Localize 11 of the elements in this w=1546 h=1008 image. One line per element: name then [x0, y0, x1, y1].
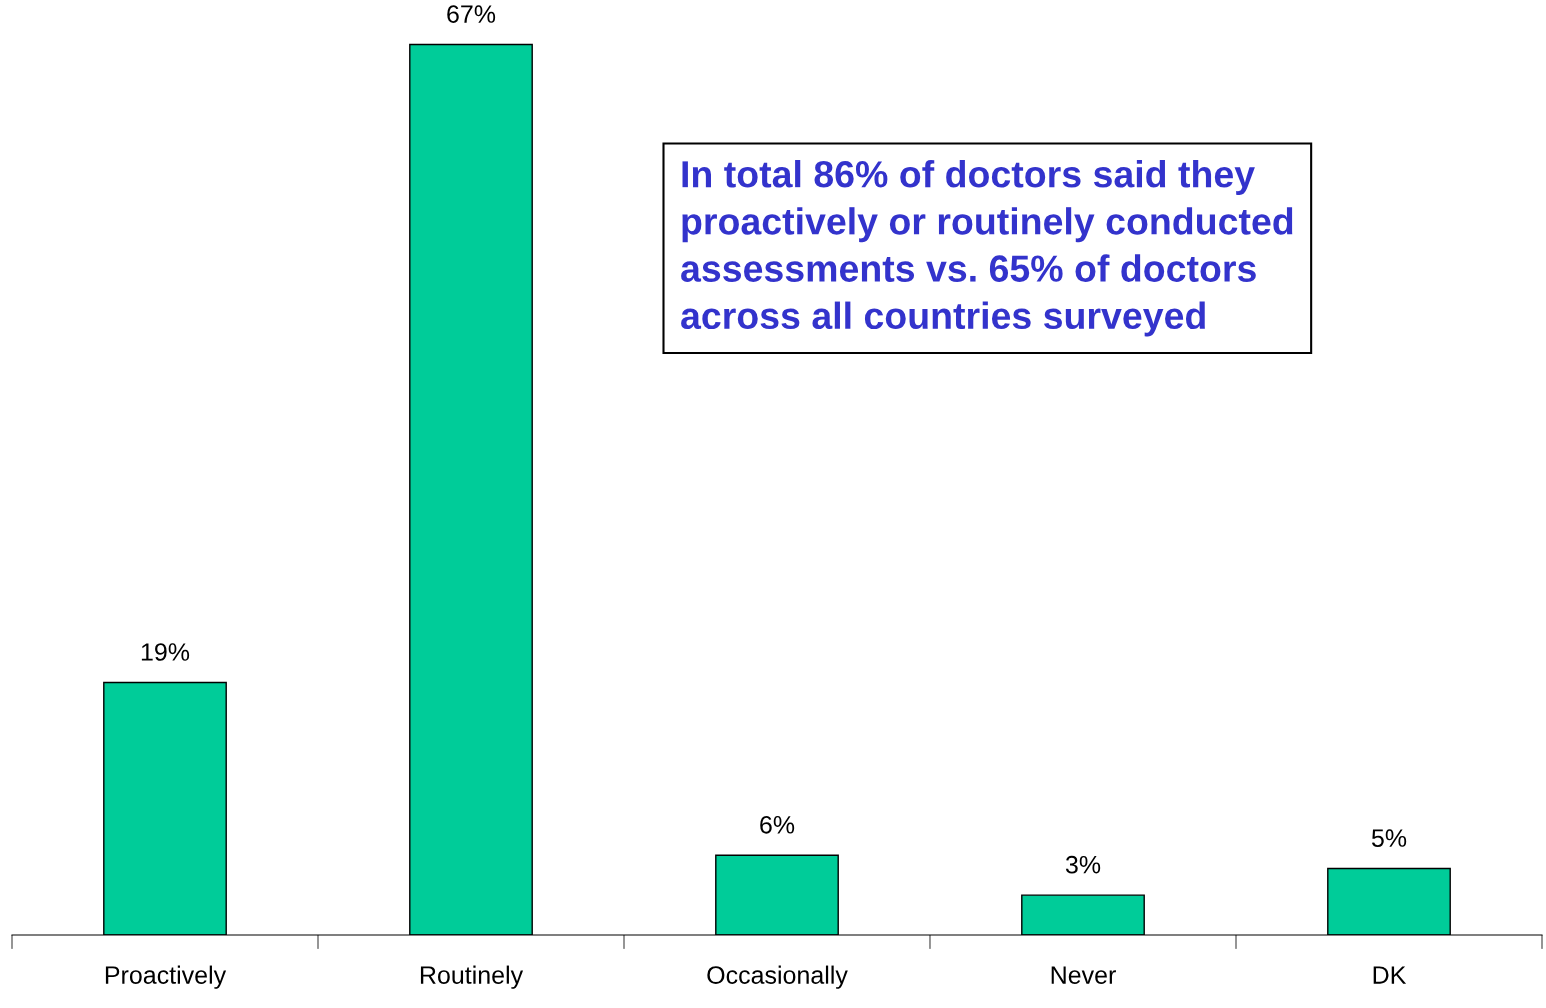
data-label: 3%: [1065, 855, 1101, 874]
x-tick-label: DK: [1373, 966, 1407, 984]
annotation: In total 86% of doctors said they proactively or routinely conducted assessments vs. 65% of doctors across all countries surveyed: [681, 160, 1293, 337]
x-tick-label: Proactively: [105, 965, 227, 989]
data-label: 6%: [760, 815, 795, 834]
data-label: 19%: [141, 643, 190, 661]
data-label: 5%: [1371, 829, 1407, 847]
x-tick-label: Routinely: [420, 965, 524, 989]
x-tick-label: Never: [1051, 966, 1116, 984]
data-label: 67%: [447, 5, 496, 23]
x-tick-label: Occasionally: [707, 965, 848, 989]
